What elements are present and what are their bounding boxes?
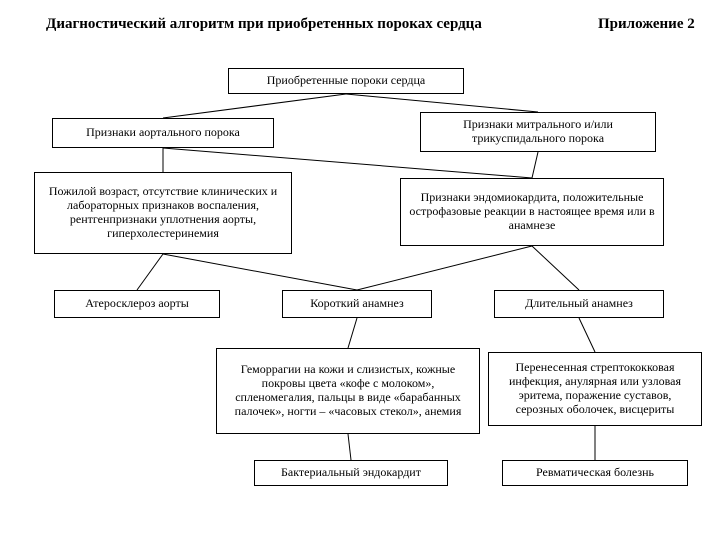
node-root: Приобретенные пороки сердца — [228, 68, 464, 94]
flowchart-canvas: Диагностический алгоритм при приобретенн… — [0, 0, 720, 540]
node-elderly: Пожилой возраст, отсутствие клинических … — [34, 172, 292, 254]
main-title: Диагностический алгоритм при приобретенн… — [46, 16, 482, 33]
appendix-label: Приложение 2 — [598, 16, 695, 33]
node-endomyo: Признаки эндомиокардита, положительные о… — [400, 178, 664, 246]
node-aortic: Признаки аортального порока — [52, 118, 274, 148]
node-bact: Бактериальный эндокардит — [254, 460, 448, 486]
node-athero: Атеросклероз аорты — [54, 290, 220, 318]
node-long: Длительный анамнез — [494, 290, 664, 318]
node-short: Короткий анамнез — [282, 290, 432, 318]
node-hemor: Геморрагии на кожи и слизистых, кожные п… — [216, 348, 480, 434]
node-mitral: Признаки митрального и/или трикуспидальн… — [420, 112, 656, 152]
node-rheum: Ревматическая болезнь — [502, 460, 688, 486]
node-strep: Перенесенная стрептококковая инфекция, а… — [488, 352, 702, 426]
